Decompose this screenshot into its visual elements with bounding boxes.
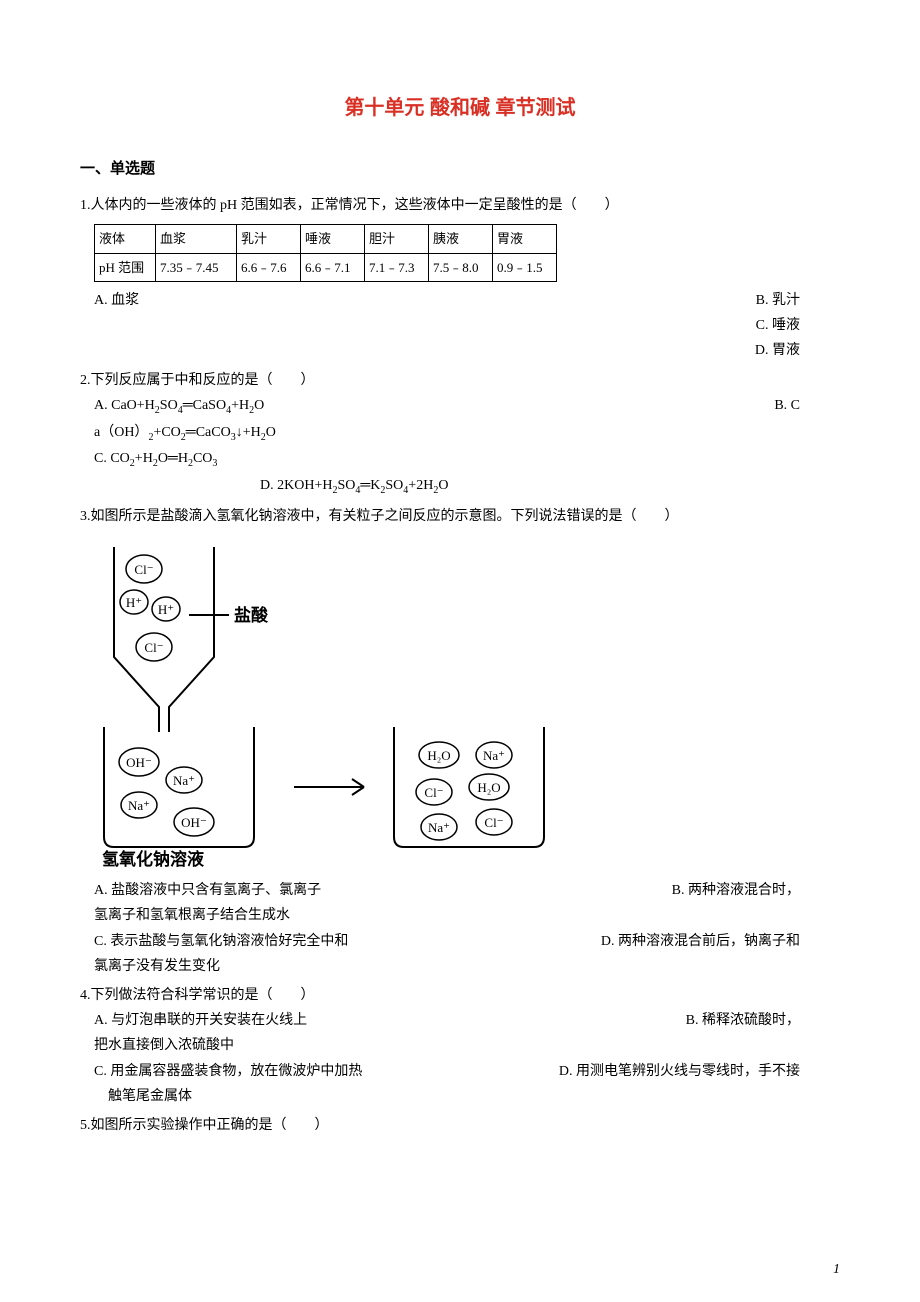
q1-cell: 胃液 — [493, 225, 557, 253]
question-1: 1.人体内的一些液体的 pH 范围如表，正常情况下，这些液体中一定呈酸性的是（ … — [80, 193, 840, 364]
question-4: 4.下列做法符合科学常识的是（ ） A. 与灯泡串联的开关安装在火线上 B. 稀… — [80, 983, 840, 1109]
svg-text:H₂O: H₂O — [477, 780, 500, 795]
q4-option-b: B. 稀释浓硫酸时， — [686, 1008, 840, 1033]
svg-text:H⁺: H⁺ — [126, 595, 142, 610]
q5-stem: 5.如图所示实验操作中正确的是（ ） — [80, 1113, 840, 1138]
q4-option-a: A. 与灯泡串联的开关安装在火线上 — [94, 1008, 307, 1033]
q4-option-b-cont: 把水直接倒入浓硫酸中 — [94, 1033, 840, 1058]
svg-text:氢氧化钠溶液: 氢氧化钠溶液 — [102, 849, 204, 867]
q1-stem: 1.人体内的一些液体的 pH 范围如表，正常情况下，这些液体中一定呈酸性的是（ … — [80, 193, 840, 218]
q3-option-b-cont: 氢离子和氢氧根离子结合生成水 — [94, 903, 840, 928]
q2-option-d: D. 2KOH+H2SO4═K2SO4+2H2O — [260, 473, 840, 500]
question-3: 3.如图所示是盐酸滴入氢氧化钠溶液中，有关粒子之间反应的示意图。下列说法错误的是… — [80, 504, 840, 979]
q2-option-a: A. CaO+H2SO4═CaSO4+H2O — [94, 393, 264, 420]
q4-option-d: D. 用测电笔辨别火线与零线时，手不接 — [559, 1059, 840, 1084]
q1-cell: 0.9﹣1.5 — [493, 253, 557, 281]
question-5: 5.如图所示实验操作中正确的是（ ） — [80, 1113, 840, 1138]
svg-text:H₂O: H₂O — [427, 748, 450, 763]
q1-cell: pH 范围 — [95, 253, 156, 281]
svg-text:Cl⁻: Cl⁻ — [134, 562, 153, 577]
q1-table: 液体 血浆 乳汁 唾液 胆汁 胰液 胃液 pH 范围 7.35﹣7.45 6.6… — [94, 224, 557, 282]
q3-stem: 3.如图所示是盐酸滴入氢氧化钠溶液中，有关粒子之间反应的示意图。下列说法错误的是… — [80, 504, 840, 529]
q1-cell: 7.1﹣7.3 — [365, 253, 429, 281]
q3-option-d: D. 两种溶液混合前后，钠离子和 — [601, 929, 840, 954]
q4-option-d-cont: 触笔尾金属体 — [108, 1084, 840, 1109]
q3-option-d-cont: 氯离子没有发生变化 — [94, 954, 840, 979]
svg-text:Na⁺: Na⁺ — [173, 773, 195, 788]
q1-option-a: A. 血浆 — [94, 288, 139, 313]
q1-cell: 7.35﹣7.45 — [156, 253, 237, 281]
q1-option-b: B. 乳汁 — [756, 288, 840, 313]
q1-cell: 6.6﹣7.6 — [237, 253, 301, 281]
q1-cell: 6.6﹣7.1 — [301, 253, 365, 281]
q1-option-c: C. 唾液 — [756, 318, 800, 333]
svg-text:Cl⁻: Cl⁻ — [144, 640, 163, 655]
svg-text:Cl⁻: Cl⁻ — [484, 815, 503, 830]
q1-cell: 血浆 — [156, 225, 237, 253]
svg-text:Na⁺: Na⁺ — [128, 798, 150, 813]
svg-text:Na⁺: Na⁺ — [428, 820, 450, 835]
reaction-diagram: Cl⁻ H⁺ H⁺ Cl⁻ OH⁻ Na⁺ Na⁺ OH⁻ H₂O Na⁺ Cl… — [94, 537, 614, 867]
q3-option-a: A. 盐酸溶液中只含有氢离子、氯离子 — [94, 878, 321, 903]
q3-option-c: C. 表示盐酸与氢氧化钠溶液恰好完全中和 — [94, 929, 348, 954]
q1-cell: 胰液 — [429, 225, 493, 253]
page-title: 第十单元 酸和碱 章节测试 — [80, 90, 840, 126]
table-row: pH 范围 7.35﹣7.45 6.6﹣7.6 6.6﹣7.1 7.1﹣7.3 … — [95, 253, 557, 281]
q2-option-b: B. C — [774, 393, 840, 420]
svg-text:Na⁺: Na⁺ — [483, 748, 505, 763]
q2-option-c: C. CO2+H2O═H2CO3 — [94, 446, 840, 473]
q1-cell: 乳汁 — [237, 225, 301, 253]
q1-cell: 液体 — [95, 225, 156, 253]
svg-text:OH⁻: OH⁻ — [126, 755, 152, 770]
q2-stem: 2.下列反应属于中和反应的是（ ） — [80, 368, 840, 393]
question-2: 2.下列反应属于中和反应的是（ ） A. CaO+H2SO4═CaSO4+H2O… — [80, 368, 840, 500]
table-row: 液体 血浆 乳汁 唾液 胆汁 胰液 胃液 — [95, 225, 557, 253]
svg-text:盐酸: 盐酸 — [234, 605, 269, 625]
page-number: 1 — [833, 1257, 840, 1282]
q1-cell: 胆汁 — [365, 225, 429, 253]
q4-option-c: C. 用金属容器盛装食物，放在微波炉中加热 — [94, 1059, 362, 1084]
q1-cell: 唾液 — [301, 225, 365, 253]
section-heading-1: 一、单选题 — [80, 156, 840, 183]
q1-option-d: D. 胃液 — [755, 343, 800, 358]
q3-diagram: Cl⁻ H⁺ H⁺ Cl⁻ OH⁻ Na⁺ Na⁺ OH⁻ H₂O Na⁺ Cl… — [94, 537, 840, 876]
svg-text:H⁺: H⁺ — [158, 602, 174, 617]
svg-text:OH⁻: OH⁻ — [181, 815, 207, 830]
q4-stem: 4.下列做法符合科学常识的是（ ） — [80, 983, 840, 1008]
q3-option-b: B. 两种溶液混合时， — [672, 878, 840, 903]
q1-cell: 7.5﹣8.0 — [429, 253, 493, 281]
svg-text:Cl⁻: Cl⁻ — [424, 785, 443, 800]
q2-option-b-cont: a（OH）2+CO2═CaCO3↓+H2O — [94, 420, 840, 447]
